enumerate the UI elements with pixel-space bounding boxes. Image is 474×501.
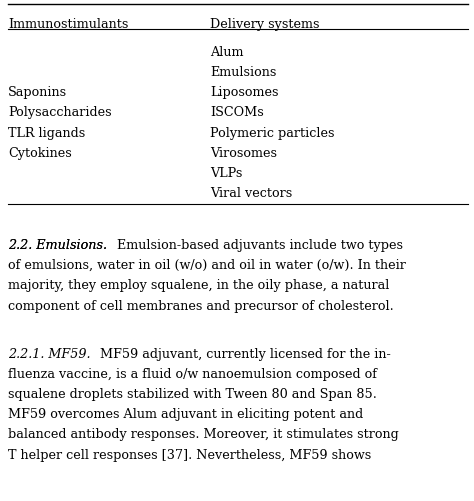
Text: Virosomes: Virosomes [210,146,277,159]
Text: majority, they employ squalene, in the oily phase, a natural: majority, they employ squalene, in the o… [8,279,389,292]
Text: Delivery systems: Delivery systems [210,18,319,31]
Text: Alum: Alum [210,46,244,59]
Text: 2.2. Emulsions.: 2.2. Emulsions. [8,238,107,252]
Text: Immunostimulants: Immunostimulants [8,18,128,31]
Text: of emulsions, water in oil (w/o) and oil in water (o/w). In their: of emulsions, water in oil (w/o) and oil… [8,259,406,272]
Text: Emulsions: Emulsions [210,66,276,79]
Text: VLPs: VLPs [210,166,242,179]
Text: T helper cell responses [37]. Nevertheless, MF59 shows: T helper cell responses [37]. Neverthele… [8,447,371,460]
Text: Liposomes: Liposomes [210,86,279,99]
Text: 2.2. Emulsions.: 2.2. Emulsions. [8,238,107,252]
Text: Polysaccharides: Polysaccharides [8,106,111,119]
Text: Polymeric particles: Polymeric particles [210,126,335,139]
Text: MF59 overcomes Alum adjuvant in eliciting potent and: MF59 overcomes Alum adjuvant in elicitin… [8,407,363,420]
Text: fluenza vaccine, is a fluid o/w nanoemulsion composed of: fluenza vaccine, is a fluid o/w nanoemul… [8,367,377,380]
Text: 2.2.1. MF59.: 2.2.1. MF59. [8,347,91,360]
Text: Viral vectors: Viral vectors [210,186,292,199]
Text: Cytokines: Cytokines [8,146,72,159]
Text: ISCOMs: ISCOMs [210,106,264,119]
Text: TLR ligands: TLR ligands [8,126,85,139]
Text: balanced antibody responses. Moreover, it stimulates strong: balanced antibody responses. Moreover, i… [8,427,399,440]
Text: squalene droplets stabilized with Tween 80 and Span 85.: squalene droplets stabilized with Tween … [8,387,377,400]
Text: Saponins: Saponins [8,86,67,99]
Text: component of cell membranes and precursor of cholesterol.: component of cell membranes and precurso… [8,299,394,312]
Text: Emulsion-based adjuvants include two types: Emulsion-based adjuvants include two typ… [109,238,403,252]
Text: MF59 adjuvant, currently licensed for the in-: MF59 adjuvant, currently licensed for th… [92,347,391,360]
